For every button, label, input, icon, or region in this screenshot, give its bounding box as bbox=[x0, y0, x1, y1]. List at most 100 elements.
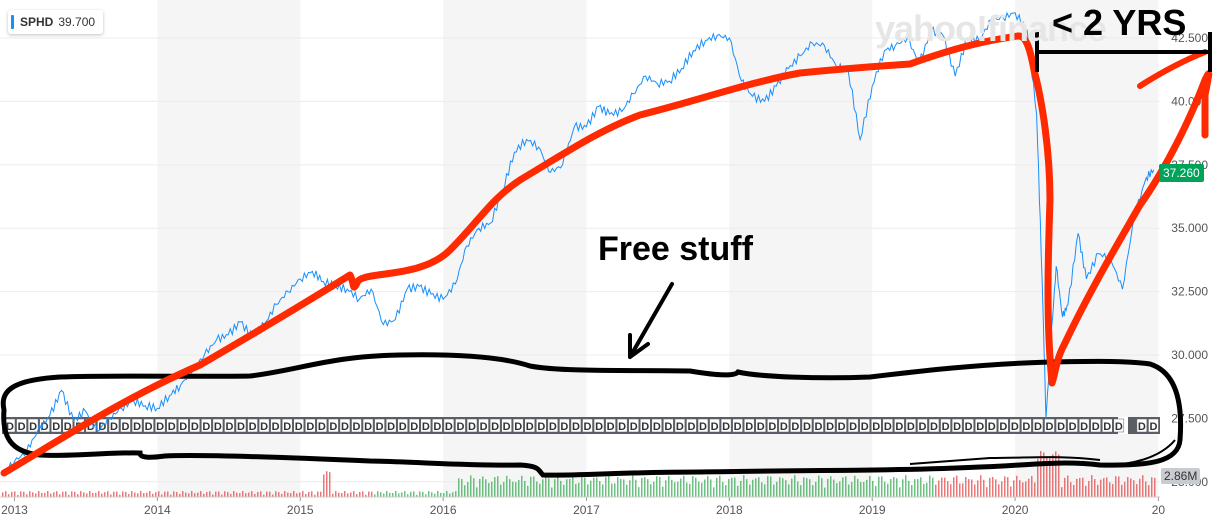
dividend-marker[interactable]: D bbox=[732, 418, 743, 433]
dividend-marker[interactable]: D bbox=[1148, 418, 1159, 433]
dividend-marker[interactable]: D bbox=[420, 418, 432, 433]
dividend-marker[interactable]: D bbox=[824, 418, 836, 433]
dividend-marker[interactable]: D bbox=[778, 418, 790, 433]
dividend-marker[interactable]: D bbox=[397, 418, 408, 433]
dividend-marker[interactable]: D bbox=[859, 418, 870, 433]
dividend-marker[interactable]: D bbox=[882, 418, 894, 433]
dividend-marker[interactable]: D bbox=[501, 418, 512, 433]
dividend-marker[interactable]: D bbox=[663, 418, 674, 433]
dividend-marker[interactable]: D bbox=[536, 418, 547, 433]
dividend-marker[interactable]: D bbox=[131, 418, 143, 433]
dividend-marker[interactable]: D bbox=[50, 418, 62, 433]
dividend-marker[interactable]: D bbox=[166, 418, 177, 433]
volume-bar bbox=[1055, 451, 1057, 497]
dividend-marker[interactable]: D bbox=[374, 418, 385, 433]
volume-bar bbox=[104, 492, 106, 497]
dividend-marker[interactable]: D bbox=[27, 418, 39, 433]
dividend-marker[interactable]: D bbox=[316, 418, 328, 433]
dividend-marker[interactable]: D bbox=[790, 418, 801, 433]
dividend-marker[interactable]: D bbox=[455, 418, 466, 433]
dividend-marker[interactable]: D bbox=[120, 418, 131, 433]
dividend-marker[interactable]: D bbox=[651, 418, 663, 433]
dividend-marker[interactable]: D bbox=[674, 418, 686, 433]
dividend-marker[interactable]: D bbox=[143, 418, 154, 433]
dividend-marker[interactable]: D bbox=[212, 418, 224, 433]
dividend-marker[interactable]: D bbox=[894, 418, 905, 433]
dividend-marker[interactable]: D bbox=[755, 418, 766, 433]
volume-bar bbox=[425, 494, 427, 497]
dividend-marker[interactable]: D bbox=[443, 418, 455, 433]
dividend-marker[interactable]: D bbox=[547, 418, 559, 433]
dividend-marker[interactable]: D bbox=[616, 418, 628, 433]
dividend-marker[interactable]: D bbox=[963, 418, 974, 433]
dividend-marker[interactable]: D bbox=[582, 418, 593, 433]
dividend-marker[interactable]: D bbox=[154, 418, 166, 433]
ticker-legend[interactable]: SPHD 39.700 bbox=[8, 10, 104, 34]
dividend-marker[interactable]: D bbox=[362, 418, 374, 433]
dividend-marker[interactable]: D bbox=[489, 418, 501, 433]
dividend-marker[interactable]: D bbox=[328, 418, 339, 433]
dividend-marker[interactable]: D bbox=[570, 418, 582, 433]
dividend-marker[interactable]: D bbox=[813, 418, 824, 433]
dividend-marker[interactable]: D bbox=[1055, 418, 1067, 433]
dividend-marker[interactable]: D bbox=[605, 418, 616, 433]
dividend-marker[interactable]: D bbox=[628, 418, 639, 433]
dividend-marker[interactable]: D bbox=[466, 418, 478, 433]
dividend-marker[interactable]: D bbox=[339, 418, 351, 433]
dividend-marker[interactable]: D bbox=[1090, 418, 1101, 433]
dividend-marker[interactable]: D bbox=[1032, 418, 1044, 433]
dividend-marker[interactable]: D bbox=[928, 418, 940, 433]
dividend-marker[interactable]: D bbox=[940, 418, 951, 433]
dividend-marker[interactable]: D bbox=[478, 418, 489, 433]
dividend-marker[interactable]: D bbox=[305, 418, 316, 433]
dividend-marker[interactable]: D bbox=[178, 418, 189, 433]
dividend-marker[interactable]: D bbox=[1021, 418, 1032, 433]
dividend-marker[interactable]: D bbox=[974, 418, 986, 433]
dividend-marker[interactable]: D bbox=[836, 418, 847, 433]
dividend-marker[interactable]: D bbox=[1113, 418, 1125, 433]
dividend-marker[interactable]: D bbox=[847, 418, 859, 433]
dividend-marker[interactable]: D bbox=[951, 418, 963, 433]
dividend-marker[interactable]: D bbox=[351, 418, 362, 433]
volume-bar bbox=[1013, 480, 1015, 497]
dividend-marker[interactable]: D bbox=[108, 418, 120, 433]
dividend-marker[interactable]: D bbox=[559, 418, 570, 433]
dividend-marker[interactable]: D bbox=[1136, 418, 1148, 433]
dividend-marker[interactable]: D bbox=[709, 418, 720, 433]
dividend-marker[interactable]: D bbox=[986, 418, 997, 433]
dividend-marker[interactable]: D bbox=[720, 418, 732, 433]
dividend-marker[interactable]: D bbox=[293, 418, 304, 433]
dividend-marker[interactable]: D bbox=[385, 418, 397, 433]
dividend-marker[interactable]: D bbox=[224, 418, 235, 433]
svg-text:D: D bbox=[41, 421, 49, 433]
dividend-marker[interactable]: D bbox=[247, 418, 258, 433]
dividend-marker[interactable]: D bbox=[1078, 418, 1090, 433]
dividend-marker[interactable]: D bbox=[258, 418, 270, 433]
dividend-marker[interactable]: D bbox=[201, 418, 212, 433]
dividend-marker[interactable]: D bbox=[16, 418, 27, 433]
dividend-marker[interactable]: D bbox=[1044, 418, 1055, 433]
dividend-marker[interactable]: D bbox=[189, 418, 201, 433]
dividend-marker[interactable]: D bbox=[998, 418, 1009, 433]
dividend-marker[interactable]: D bbox=[640, 418, 651, 433]
dividend-marker[interactable]: D bbox=[524, 418, 535, 433]
dividend-marker[interactable]: D bbox=[871, 418, 882, 433]
svg-text:D: D bbox=[653, 421, 661, 433]
dividend-marker[interactable]: D bbox=[686, 418, 697, 433]
dividend-marker[interactable]: D bbox=[235, 418, 247, 433]
dividend-marker[interactable]: D bbox=[801, 418, 813, 433]
dividend-marker[interactable]: D bbox=[432, 418, 443, 433]
dividend-marker[interactable]: D bbox=[767, 418, 778, 433]
dividend-marker[interactable]: D bbox=[593, 418, 605, 433]
dividend-marker[interactable]: D bbox=[1102, 418, 1113, 433]
dividend-marker[interactable]: D bbox=[917, 418, 928, 433]
dividend-marker[interactable]: D bbox=[1067, 418, 1078, 433]
dividend-marker[interactable]: D bbox=[1009, 418, 1021, 433]
dividend-marker[interactable]: D bbox=[697, 418, 709, 433]
dividend-marker[interactable]: D bbox=[743, 418, 755, 433]
dividend-marker[interactable]: D bbox=[270, 418, 281, 433]
dividend-marker[interactable]: D bbox=[512, 418, 524, 433]
dividend-marker[interactable]: D bbox=[281, 418, 293, 433]
dividend-marker[interactable]: D bbox=[905, 418, 917, 433]
dividend-marker[interactable]: D bbox=[409, 418, 420, 433]
